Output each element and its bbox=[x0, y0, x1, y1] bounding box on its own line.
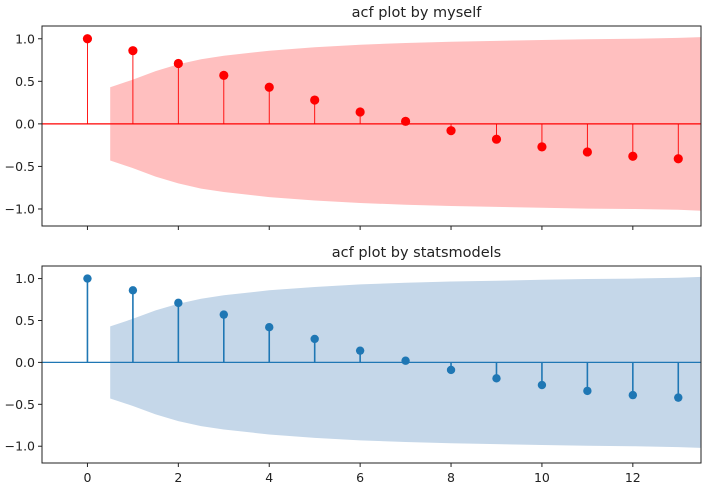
ytick-label: −1.0 bbox=[5, 439, 35, 454]
marker-lag-9 bbox=[492, 374, 501, 383]
panel-acf-statsmodels: 1.0 0.5 0.0 −0.5 −1.0 0 2 4 6 8 10 12 acf plot by st… bbox=[5, 245, 702, 485]
chart-title: acf plot by statsmodels bbox=[332, 245, 501, 261]
ytick-label: 0.0 bbox=[15, 116, 35, 131]
marker-lag-6 bbox=[355, 346, 365, 355]
panel-acf-myself: 1.0 0.5 0.0 −0.5 −1.0 acf plot by myself bbox=[5, 5, 702, 230]
marker-lag-10 bbox=[537, 142, 547, 152]
marker-lag-10 bbox=[537, 380, 547, 390]
marker-lag-9 bbox=[491, 134, 502, 144]
marker-lag-2 bbox=[173, 58, 183, 69]
marker-lag-0 bbox=[83, 274, 92, 283]
xtick-label: 8 bbox=[447, 470, 455, 485]
ytick-label: 0.5 bbox=[15, 313, 35, 328]
xtick-label: 12 bbox=[625, 470, 641, 485]
ytick-label: −0.5 bbox=[5, 397, 35, 412]
marker-lag-11 bbox=[583, 386, 592, 396]
xtick-label: 6 bbox=[356, 470, 364, 485]
axes-frame bbox=[41, 265, 702, 464]
marker-lag-2 bbox=[174, 298, 183, 308]
chart-title: acf plot by myself bbox=[352, 5, 483, 21]
marker-lag-12 bbox=[628, 390, 638, 400]
marker-lag-5 bbox=[310, 334, 319, 344]
marker-lag-3 bbox=[219, 70, 229, 80]
marker-lag-3 bbox=[219, 310, 228, 319]
axes-frame bbox=[41, 25, 702, 227]
marker-lag-1 bbox=[128, 46, 138, 56]
marker-lag-1 bbox=[128, 286, 138, 295]
marker-lag-8 bbox=[446, 126, 456, 136]
ytick-label: 1.0 bbox=[15, 271, 35, 286]
xtick-label: 10 bbox=[534, 470, 550, 485]
xtick-label: 4 bbox=[265, 470, 273, 485]
marker-lag-5 bbox=[310, 95, 320, 105]
marker-lag-13 bbox=[674, 393, 683, 402]
marker-lag-4 bbox=[264, 82, 274, 92]
marker-lag-8 bbox=[446, 365, 456, 375]
marker-lag-0 bbox=[82, 34, 93, 44]
marker-lag-12 bbox=[628, 151, 638, 161]
ytick-label: −1.0 bbox=[5, 201, 35, 216]
ytick-label: 0.0 bbox=[15, 355, 35, 370]
marker-lag-4 bbox=[265, 322, 274, 332]
marker-lag-11 bbox=[582, 147, 592, 157]
ytick-label: −0.5 bbox=[5, 159, 35, 174]
marker-lag-13 bbox=[673, 154, 683, 164]
xtick-label: 0 bbox=[83, 470, 91, 485]
marker-lag-7 bbox=[400, 116, 411, 126]
xtick-label: 2 bbox=[174, 470, 182, 485]
ytick-label: 0.5 bbox=[15, 74, 35, 89]
marker-lag-7 bbox=[401, 356, 410, 365]
marker-lag-6 bbox=[355, 107, 365, 117]
ytick-label: 1.0 bbox=[15, 31, 35, 46]
